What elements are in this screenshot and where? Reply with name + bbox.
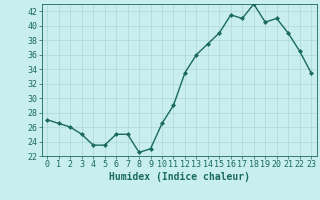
X-axis label: Humidex (Indice chaleur): Humidex (Indice chaleur) [109,172,250,182]
